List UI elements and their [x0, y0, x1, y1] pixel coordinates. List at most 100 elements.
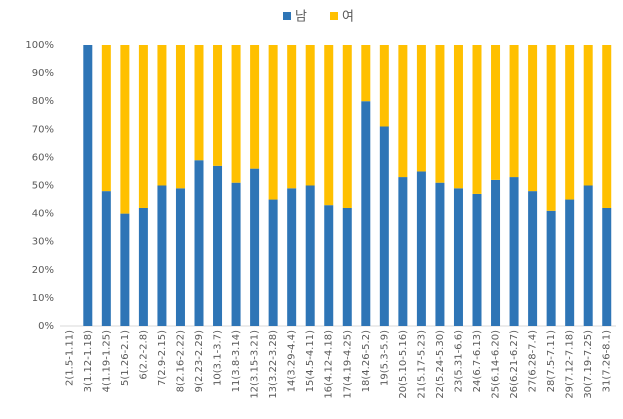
bar [287, 45, 297, 189]
bar [546, 45, 556, 211]
y-tick-label: 90% [32, 68, 54, 79]
bar [528, 191, 538, 326]
x-tick-label: 27(6.28-7.4) [528, 330, 539, 392]
x-tick-label: 5(1.26-2.1) [120, 330, 131, 386]
x-tick-label: 14(3.29-4.4) [287, 330, 298, 392]
y-tick-label: 60% [32, 152, 54, 163]
bar [379, 45, 389, 127]
bar [509, 177, 519, 326]
bar [175, 45, 185, 189]
bar [435, 182, 445, 326]
bar [602, 207, 612, 326]
x-tick-label: 13(3.22-3.28) [268, 330, 279, 399]
bar [250, 168, 260, 326]
y-tick-label: 100% [25, 40, 54, 51]
x-tick-label: 17(4.19-4.25) [342, 330, 353, 399]
bar [324, 45, 334, 206]
bar [435, 45, 445, 183]
bar [361, 101, 371, 326]
bar [342, 207, 352, 326]
bar [509, 45, 519, 178]
bar [268, 45, 278, 200]
bar [342, 45, 352, 208]
bar [398, 45, 408, 178]
x-tick-label: 4(1.19-1.25) [101, 330, 112, 392]
y-tick-label: 70% [32, 124, 54, 135]
bar [602, 45, 612, 208]
bar [472, 193, 482, 326]
y-tick-label: 10% [32, 293, 54, 304]
bar [305, 185, 315, 326]
x-tick-label: 10(3.1-3.7) [213, 330, 224, 386]
x-tick-label: 3(1.12-1.18) [83, 330, 94, 392]
legend-label: 여 [342, 10, 354, 25]
bar [101, 191, 111, 326]
x-tick-label: 12(3.15-3.21) [250, 330, 261, 399]
bar [491, 179, 501, 326]
x-tick-label: 23(5.31-6.6) [453, 330, 464, 392]
x-tick-label: 7(2.9-2.15) [157, 330, 168, 386]
bar [194, 160, 204, 326]
x-tick-label: 29(7.12-7.18) [565, 330, 576, 399]
bar [175, 188, 185, 326]
bar [250, 45, 260, 169]
bar [416, 171, 426, 326]
x-tick-label: 31(7.26-8.1) [602, 330, 613, 392]
x-tick-label: 20(5.10-5.16) [398, 330, 409, 399]
x-tick-label: 19(5.3-5.9) [379, 330, 390, 386]
bar [565, 199, 575, 326]
bar [324, 205, 334, 326]
bar [213, 165, 223, 326]
bar [379, 126, 389, 327]
y-tick-label: 50% [32, 181, 54, 192]
legend-swatch [283, 12, 291, 20]
legend-label: 남 [295, 10, 307, 25]
x-tick-label: 28(7.5-7.11) [546, 330, 557, 392]
x-tick-label: 24(6.7-6.13) [472, 330, 483, 392]
bar [213, 45, 223, 166]
bar [583, 185, 593, 326]
x-tick-label: 16(4.12-4.18) [324, 330, 335, 399]
x-tick-label: 2(1.5-1.11) [64, 330, 75, 386]
y-tick-label: 80% [32, 96, 54, 107]
x-tick-label: 11(3.8-3.14) [231, 330, 242, 392]
x-tick-label: 22(5.24-5.30) [435, 330, 446, 399]
x-tick-label: 30(7.19-7.25) [583, 330, 594, 399]
x-tick-label: 18(4.26-5.2) [361, 330, 372, 392]
y-tick-label: 40% [32, 209, 54, 220]
bar [157, 45, 167, 186]
x-tick-label: 26(6.21-6.27) [509, 330, 520, 399]
bar [453, 188, 463, 326]
bar [231, 182, 241, 326]
x-tick-label: 15(4.5-4.11) [305, 330, 316, 392]
bar [83, 45, 93, 326]
bar [231, 45, 241, 183]
y-tick-label: 30% [32, 237, 54, 248]
bar [398, 177, 408, 326]
bar [453, 45, 463, 189]
legend-swatch [330, 12, 338, 20]
x-tick-label: 9(2.23-2.29) [194, 330, 205, 392]
y-tick-label: 20% [32, 265, 54, 276]
bar [268, 199, 278, 326]
bar [287, 188, 297, 326]
bar [528, 45, 538, 192]
x-tick-label: 6(2.2-2.8) [138, 330, 149, 380]
x-tick-label: 21(5.17-5.23) [416, 330, 427, 399]
x-tick-label: 8(2.16-2.22) [175, 330, 186, 392]
bar [361, 45, 371, 102]
bar [138, 45, 148, 208]
bar [138, 207, 148, 326]
bar [491, 45, 501, 180]
bar [101, 45, 111, 192]
bar [472, 45, 482, 194]
y-tick-label: 0% [38, 321, 54, 332]
bar [565, 45, 575, 200]
bar [120, 213, 130, 326]
bar [120, 45, 130, 214]
bar [157, 185, 167, 326]
bar [546, 210, 556, 326]
x-tick-label: 25(6.14-6.20) [491, 330, 502, 399]
bar [583, 45, 593, 186]
